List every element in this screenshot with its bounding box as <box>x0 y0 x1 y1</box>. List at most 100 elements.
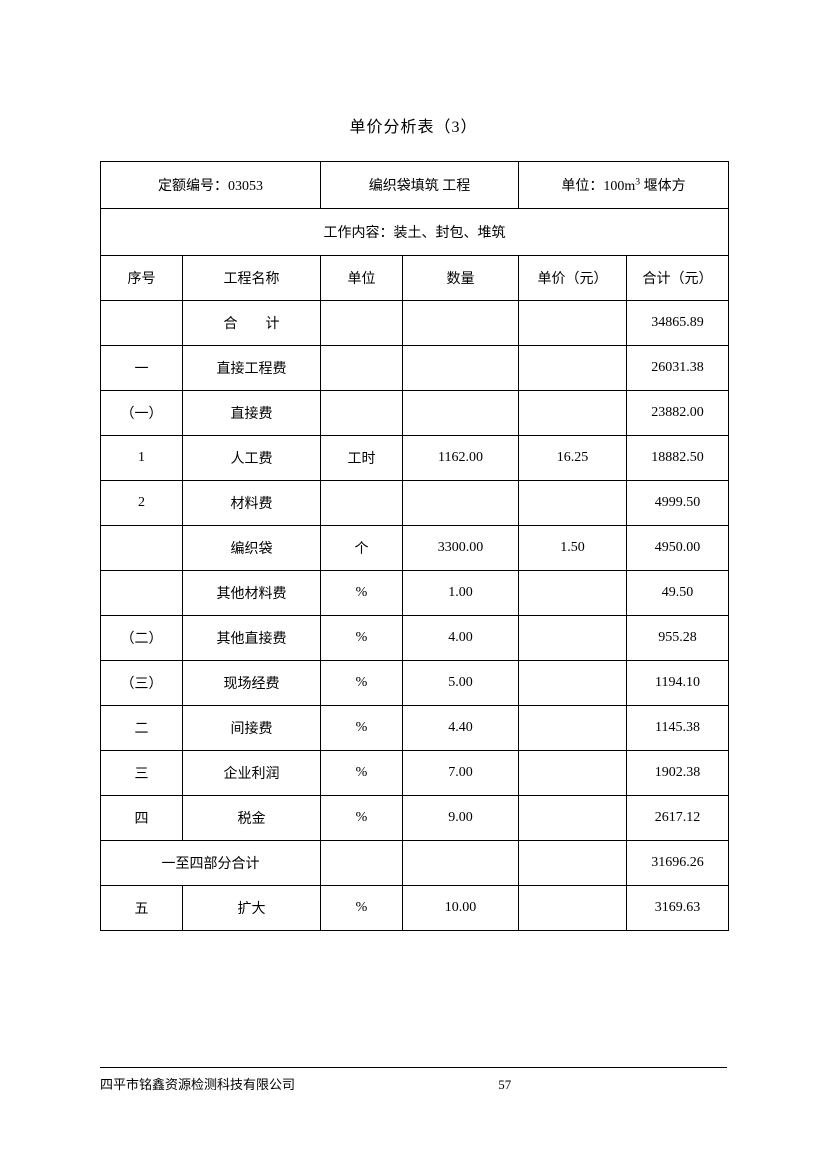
row-unit <box>321 346 403 391</box>
row-unit <box>321 481 403 526</box>
row-name: 扩大 <box>183 886 321 931</box>
row-price <box>519 616 627 661</box>
row-total: 3169.63 <box>627 886 729 931</box>
row-seq <box>101 526 183 571</box>
row-name: 直接工程费 <box>183 346 321 391</box>
row-seq-merged: 一至四部分合计 <box>101 841 321 886</box>
row-total: 2617.12 <box>627 796 729 841</box>
row-unit <box>321 301 403 346</box>
table-row: 其他材料费%1.0049.50 <box>101 571 729 616</box>
col-header-unit: 单位 <box>321 256 403 301</box>
row-seq: 三 <box>101 751 183 796</box>
row-total: 23882.00 <box>627 391 729 436</box>
row-total: 18882.50 <box>627 436 729 481</box>
table-row: 编织袋个3300.001.504950.00 <box>101 526 729 571</box>
table-row: 四税金%9.00 2617.12 <box>101 796 729 841</box>
row-name: 现场经费 <box>183 661 321 706</box>
table-row: 一直接工程费26031.38 <box>101 346 729 391</box>
row-name: 其他直接费 <box>183 616 321 661</box>
row-seq <box>101 571 183 616</box>
row-seq: 1 <box>101 436 183 481</box>
quota-code-cell: 定额编号：03053 <box>101 162 321 209</box>
row-seq: （二） <box>101 616 183 661</box>
row-price: 16.25 <box>519 436 627 481</box>
page-content: 单价分析表（3） 定额编号：03053 编织袋填筑 工程 单位：100m3 堰体… <box>0 0 827 931</box>
unit-suffix: 堰体方 <box>640 179 686 194</box>
table-row: 五扩大%10.003169.63 <box>101 886 729 931</box>
table-row: （二）其他直接费%4.00 955.28 <box>101 616 729 661</box>
row-unit: % <box>321 886 403 931</box>
row-qty: 7.00 <box>403 751 519 796</box>
row-total: 31696.26 <box>627 841 729 886</box>
row-seq: 四 <box>101 796 183 841</box>
project-name-cell: 编织袋填筑 工程 <box>321 162 519 209</box>
row-price <box>519 886 627 931</box>
row-name: 税金 <box>183 796 321 841</box>
table-row: （一）直接费 23882.00 <box>101 391 729 436</box>
row-price <box>519 841 627 886</box>
row-unit: % <box>321 706 403 751</box>
row-total: 4950.00 <box>627 526 729 571</box>
row-unit: % <box>321 616 403 661</box>
col-header-total: 合计（元） <box>627 256 729 301</box>
row-unit: 工时 <box>321 436 403 481</box>
table-title: 单价分析表（3） <box>100 113 727 137</box>
row-name: 编织袋 <box>183 526 321 571</box>
row-price <box>519 571 627 616</box>
work-content-value: 装土、封包、堆筑 <box>394 226 506 241</box>
unit-cell: 单位：100m3 堰体方 <box>519 162 729 209</box>
table-row: 二间接费%4.40 1145.38 <box>101 706 729 751</box>
row-seq <box>101 301 183 346</box>
row-qty <box>403 391 519 436</box>
col-header-qty: 数量 <box>403 256 519 301</box>
row-name: 材料费 <box>183 481 321 526</box>
row-name: 合 计 <box>183 301 321 346</box>
row-seq: 2 <box>101 481 183 526</box>
row-seq: 五 <box>101 886 183 931</box>
work-content-row: 工作内容：装土、封包、堆筑 <box>101 209 729 256</box>
row-qty: 4.40 <box>403 706 519 751</box>
row-qty <box>403 481 519 526</box>
row-price <box>519 661 627 706</box>
row-name: 其他材料费 <box>183 571 321 616</box>
row-seq: 二 <box>101 706 183 751</box>
footer-company: 四平市铭鑫资源检测科技有限公司 <box>100 1074 295 1093</box>
row-unit: % <box>321 571 403 616</box>
row-seq: （三） <box>101 661 183 706</box>
row-qty: 9.00 <box>403 796 519 841</box>
work-content-label: 工作内容： <box>324 226 394 241</box>
row-total: 4999.50 <box>627 481 729 526</box>
row-total: 955.28 <box>627 616 729 661</box>
row-unit: % <box>321 751 403 796</box>
row-price <box>519 751 627 796</box>
row-name: 人工费 <box>183 436 321 481</box>
row-price <box>519 301 627 346</box>
footer-page-number: 57 <box>498 1077 511 1093</box>
row-total: 1902.38 <box>627 751 729 796</box>
table-row: （三）现场经费%5.001194.10 <box>101 661 729 706</box>
row-price <box>519 796 627 841</box>
table-row: 1人工费工时1162.0016.2518882.50 <box>101 436 729 481</box>
row-total: 26031.38 <box>627 346 729 391</box>
column-headers-row: 序号 工程名称 单位 数量 单价（元） 合计（元） <box>101 256 729 301</box>
row-price <box>519 481 627 526</box>
row-seq: （一） <box>101 391 183 436</box>
table-row: 2材料费 4999.50 <box>101 481 729 526</box>
row-total: 1145.38 <box>627 706 729 751</box>
row-price <box>519 346 627 391</box>
table-row: 合 计34865.89 <box>101 301 729 346</box>
row-name: 企业利润 <box>183 751 321 796</box>
unit-label: 单位： <box>561 179 603 194</box>
table-header-row-1: 定额编号：03053 编织袋填筑 工程 单位：100m3 堰体方 <box>101 162 729 209</box>
quota-code-value: 03053 <box>228 179 263 194</box>
row-total: 1194.10 <box>627 661 729 706</box>
row-unit: % <box>321 796 403 841</box>
row-name: 直接费 <box>183 391 321 436</box>
row-name: 间接费 <box>183 706 321 751</box>
row-qty: 3300.00 <box>403 526 519 571</box>
col-header-price: 单价（元） <box>519 256 627 301</box>
row-qty: 4.00 <box>403 616 519 661</box>
table-row: 一至四部分合计 31696.26 <box>101 841 729 886</box>
row-qty <box>403 301 519 346</box>
row-total: 49.50 <box>627 571 729 616</box>
